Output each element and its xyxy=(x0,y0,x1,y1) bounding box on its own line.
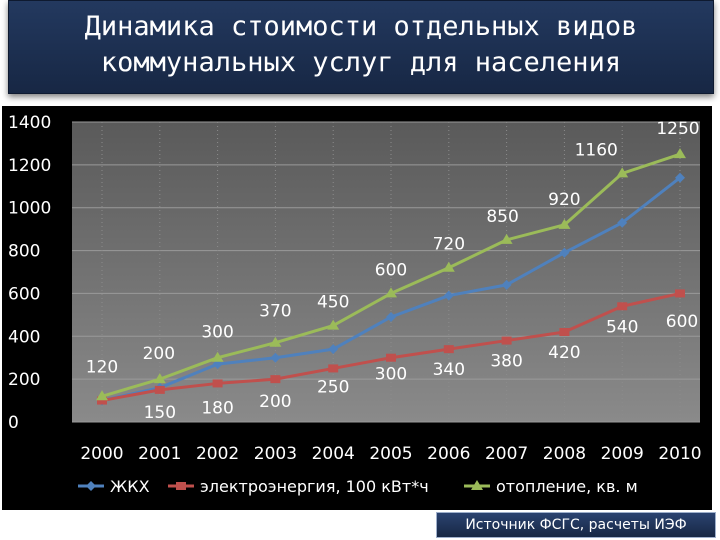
square-marker xyxy=(443,345,454,354)
diamond-marker xyxy=(386,312,396,322)
diamond-marker xyxy=(86,481,96,491)
data-label: 200 xyxy=(143,344,175,364)
x-tick-label: 2000 xyxy=(80,444,123,464)
x-tick-label: 2006 xyxy=(427,444,470,464)
x-tick-label: 2005 xyxy=(369,444,412,464)
square-marker xyxy=(675,289,685,298)
y-tick-label: 600 xyxy=(8,284,40,304)
triangle-marker xyxy=(269,336,282,347)
y-tick-label: 0 xyxy=(8,413,19,433)
square-marker xyxy=(559,328,570,336)
triangle-marker xyxy=(96,390,108,401)
x-tick-label: 2001 xyxy=(138,444,181,464)
title-line-1: Динамика стоимости отдельных видов xyxy=(84,11,638,42)
square-marker xyxy=(212,379,223,388)
square-marker xyxy=(270,375,281,384)
data-label: 120 xyxy=(86,357,118,377)
data-label: 1160 xyxy=(575,140,618,160)
square-marker xyxy=(97,396,107,405)
triangle-marker xyxy=(442,261,455,272)
triangle-marker xyxy=(471,480,483,490)
data-label: 600 xyxy=(375,260,407,280)
triangle-marker xyxy=(385,287,397,298)
square-marker xyxy=(328,364,339,373)
data-label: 150 xyxy=(144,403,176,423)
x-tick-label: 2009 xyxy=(601,444,644,464)
data-label: 300 xyxy=(201,323,233,343)
y-tick-label: 1000 xyxy=(8,199,51,219)
data-label: 340 xyxy=(433,360,465,380)
triangle-marker xyxy=(500,233,513,244)
data-label: 720 xyxy=(433,235,465,255)
square-marker xyxy=(501,336,512,345)
legend-label: отопление, кв. м xyxy=(496,477,638,496)
data-label: 250 xyxy=(317,377,349,397)
triangle-marker xyxy=(211,351,224,362)
diamond-marker xyxy=(675,172,685,183)
data-label: 200 xyxy=(259,392,291,412)
legend-label: ЖКХ xyxy=(110,477,150,496)
x-tick-label: 2008 xyxy=(543,444,586,464)
slide-title: Динамика стоимости отдельных видов комму… xyxy=(9,9,713,81)
x-tick-label: 2010 xyxy=(658,444,701,464)
y-tick-label: 200 xyxy=(8,370,40,390)
diamond-marker xyxy=(559,247,570,258)
data-label: 600 xyxy=(666,312,698,332)
square-marker xyxy=(176,482,186,490)
title-bar: Динамика стоимости отдельных видов комму… xyxy=(8,0,714,94)
data-label: 920 xyxy=(548,190,580,210)
data-label: 380 xyxy=(490,352,522,372)
data-label: 540 xyxy=(606,317,638,337)
square-marker xyxy=(386,353,396,362)
y-tick-label: 1200 xyxy=(8,156,51,176)
square-marker xyxy=(617,302,628,311)
diamond-marker xyxy=(617,217,628,228)
title-line-2: коммунальных услуг для населения xyxy=(100,47,622,78)
data-label: 1250 xyxy=(656,119,699,139)
diamond-marker xyxy=(501,279,512,290)
diamond-marker xyxy=(443,290,454,301)
triangle-marker xyxy=(558,218,571,229)
triangle-marker xyxy=(616,167,629,178)
y-tick-label: 1400 xyxy=(8,113,51,133)
triangle-marker xyxy=(153,373,166,384)
data-label: 450 xyxy=(317,293,349,313)
x-tick-label: 2003 xyxy=(254,444,297,464)
x-tick-label: 2007 xyxy=(485,444,528,464)
triangle-marker xyxy=(674,148,686,159)
y-tick-label: 400 xyxy=(8,327,40,347)
diamond-marker xyxy=(270,352,281,363)
data-label: 180 xyxy=(201,398,233,418)
y-tick-label: 800 xyxy=(8,242,40,262)
data-label: 420 xyxy=(548,343,580,363)
data-label: 300 xyxy=(375,365,407,385)
x-tick-label: 2002 xyxy=(196,444,239,464)
data-label: 850 xyxy=(486,207,518,227)
legend-label: электроэнергия, 100 кВт*ч xyxy=(200,477,429,496)
x-tick-label: 2004 xyxy=(312,444,355,464)
triangle-marker xyxy=(327,319,340,330)
square-marker xyxy=(154,385,165,394)
diamond-marker xyxy=(328,344,339,355)
data-label: 370 xyxy=(259,302,291,322)
source-note: Источник ФСГС, расчеты ИЭФ xyxy=(436,512,716,538)
